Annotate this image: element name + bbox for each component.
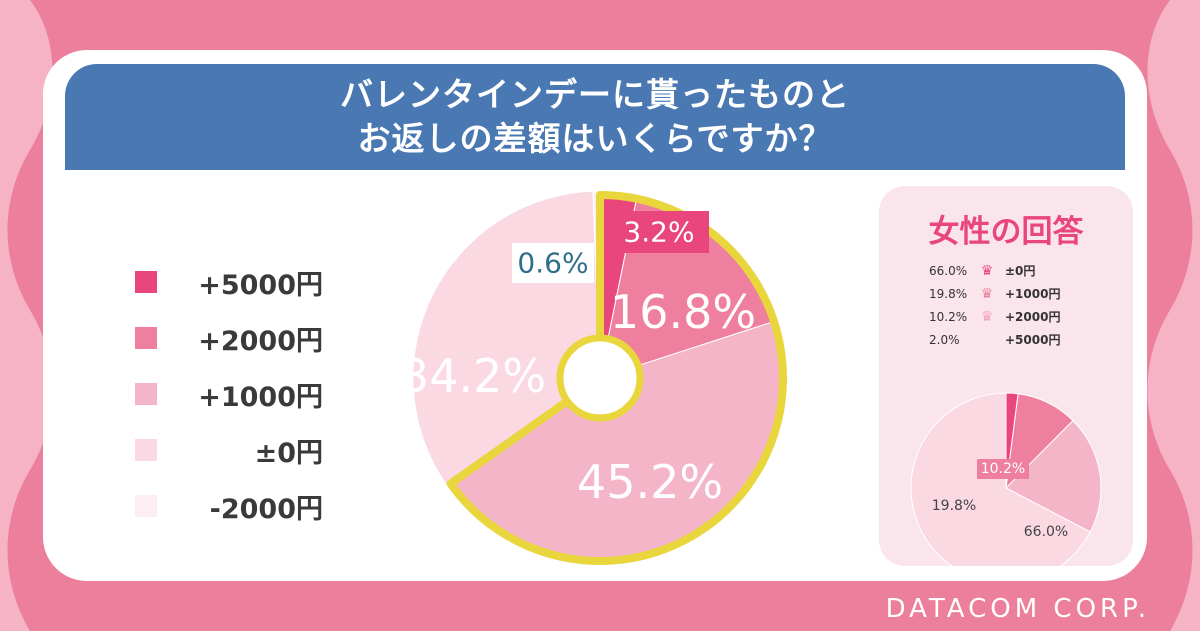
crown-icon: ♛ <box>980 262 994 279</box>
legend-label: +5000円 <box>198 269 323 301</box>
legend-swatch-m2000 <box>135 495 157 517</box>
legend-label: +1000円 <box>198 381 323 413</box>
title-line-2: お返しの差額はいくらですか？ <box>357 119 833 158</box>
women-pie-chart: 10.2% 19.8% 66.0% <box>910 392 1102 566</box>
women-legend-label: +5000円 <box>1005 333 1061 347</box>
legend-swatch-zero <box>135 439 157 461</box>
women-legend-label: +1000円 <box>1005 287 1061 301</box>
data-label: 0.6% <box>517 247 588 280</box>
main-pie-chart: 3.2% 16.8% 45.2% 34.2% 0.6% <box>400 190 788 566</box>
legend: +5000円 +2000円 +1000円 ±0円 -2000円 <box>135 254 323 534</box>
data-label: 3.2% <box>623 216 694 249</box>
women-data-label: 66.0% <box>1024 524 1068 540</box>
legend-item: +5000円 <box>135 254 323 310</box>
women-legend: 66.0% ♛ ±0円 19.8% ♛ +1000円 10.2% ♛ +2000… <box>929 259 1060 351</box>
women-panel-title: 女性の回答 <box>928 214 1084 250</box>
women-data-label: 10.2% <box>981 461 1025 477</box>
content-card: バレンタインデーに貰ったものと お返しの差額はいくらですか？ 3.2% 16.8%… <box>43 50 1147 581</box>
women-legend-row: 10.2% ♛ +2000円 <box>929 305 1060 328</box>
legend-item: ±0円 <box>135 422 323 478</box>
crown-icon: ♛ <box>980 285 994 302</box>
women-legend-pct: 10.2% <box>929 309 968 324</box>
women-pie-slice-±0円 <box>910 392 1091 566</box>
legend-swatch-p5000 <box>135 271 157 293</box>
women-legend-pct: 66.0% <box>929 263 968 278</box>
data-label: 34.2% <box>400 349 546 403</box>
title-banner: バレンタインデーに貰ったものと お返しの差額はいくらですか？ <box>65 64 1125 170</box>
women-data-label-bg <box>977 459 1029 479</box>
women-legend-pct: 19.8% <box>929 286 968 301</box>
women-legend-row: 2.0% +5000円 <box>929 328 1060 351</box>
legend-item: -2000円 <box>135 478 323 534</box>
brand-logo-text: DATACOM CORP. <box>885 594 1150 624</box>
women-legend-pct: 2.0% <box>929 332 960 347</box>
women-answer-panel: 10.2% 19.8% 66.0% 女性の回答 66.0% ♛ ±0円 19.8% … <box>879 186 1133 566</box>
legend-label: -2000円 <box>209 493 323 525</box>
left-wave-decoration <box>0 0 53 631</box>
women-data-label: 19.8% <box>932 498 976 514</box>
right-wave-decoration <box>1147 0 1200 631</box>
legend-label: ±0円 <box>254 437 323 469</box>
legend-item: +1000円 <box>135 366 323 422</box>
legend-label: +2000円 <box>198 325 323 357</box>
data-label-bg <box>512 243 594 283</box>
legend-swatch-p1000 <box>135 383 157 405</box>
donut-hole <box>556 334 644 422</box>
legend-swatch-p2000 <box>135 327 157 349</box>
women-legend-label: ±0円 <box>1005 264 1036 278</box>
data-label: 16.8% <box>610 285 756 339</box>
crown-icon: ♛ <box>980 308 994 325</box>
data-label: 45.2% <box>577 455 723 509</box>
data-label-bg <box>609 211 709 253</box>
title-line-1: バレンタインデーに貰ったものと <box>340 75 850 114</box>
women-legend-label: +2000円 <box>1005 310 1061 324</box>
legend-item: +2000円 <box>135 310 323 366</box>
women-pie-slice-+1000円 <box>1005 419 1102 533</box>
women-legend-row: 19.8% ♛ +1000円 <box>929 282 1060 305</box>
women-legend-row: 66.0% ♛ ±0円 <box>929 259 1060 282</box>
